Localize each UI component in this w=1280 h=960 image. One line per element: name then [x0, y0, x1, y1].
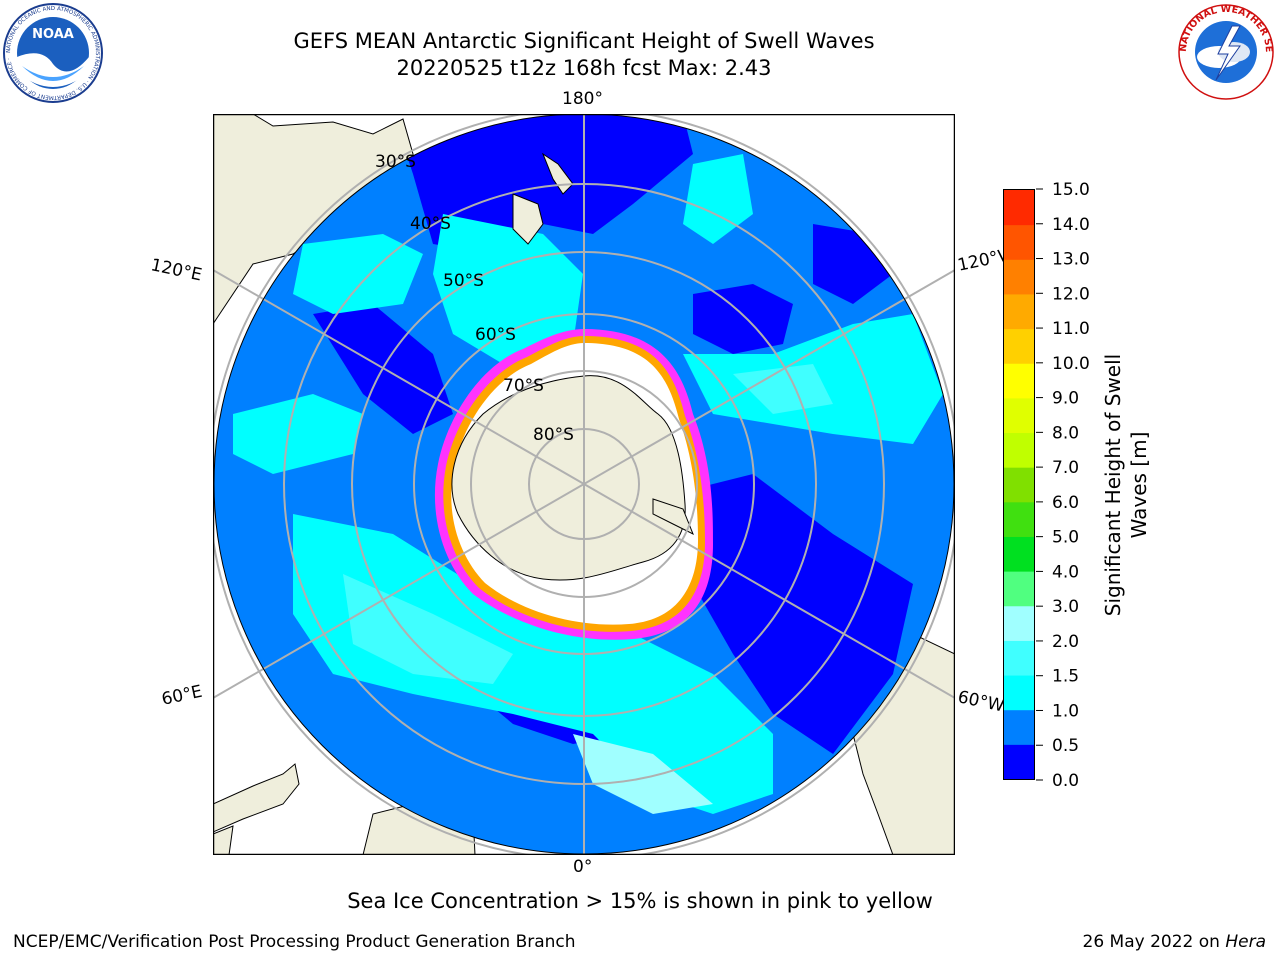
colorbar-ticks: 0.0 0.5 1.0 1.5 2.0 3.0 4.0 5.0 6.0 7.0 8.0 9.0 10.0…: [1036, 180, 1090, 791]
colorbar-segment: [1004, 190, 1034, 226]
lon-label-60w: 60°W: [955, 687, 1007, 717]
swell-1m-region: [433, 214, 583, 364]
colorbar-tick-label: 13.0: [1052, 250, 1090, 270]
colorbar-segment: [1004, 397, 1034, 434]
colorbar: [1003, 189, 1035, 780]
colorbar-tick-label: 5.0: [1052, 528, 1079, 548]
low-swell-region: [673, 474, 913, 754]
colorbar-tick-label: 0.5: [1052, 736, 1079, 756]
lon-label-0: 0°: [573, 857, 593, 877]
colorbar-tick-label: 3.0: [1052, 597, 1079, 617]
colorbar-segment: [1004, 467, 1034, 503]
colorbar-segment: [1004, 605, 1034, 641]
colorbar-tick-label: 15.0: [1052, 180, 1090, 200]
colorbar-segment: [1004, 744, 1034, 779]
meridian-60e-120w: [213, 269, 955, 699]
colorbar-tick-label: 8.0: [1052, 423, 1079, 443]
sea-ice-note: Sea Ice Concentration > 15% is shown in …: [347, 889, 933, 913]
swell-1m-region: [233, 394, 363, 474]
colorbar-label-line2: Waves [m]: [1127, 431, 1151, 539]
colorbar-segment: [1004, 259, 1034, 295]
colorbar-segment: [1004, 501, 1034, 537]
colorbar-tick-label: 1.0: [1052, 701, 1079, 721]
swell-1m-region: [683, 154, 753, 244]
lon-label-60e: 60°E: [159, 681, 205, 710]
swell-1m-region: [293, 234, 423, 314]
map-frame: [213, 114, 955, 855]
lat-label-40s: 40°S: [410, 214, 451, 234]
swell-1-5m-region: [343, 574, 513, 684]
lat-label-70s: 70°S: [503, 376, 544, 396]
colorbar-segment: [1004, 293, 1034, 330]
colorbar-tick-label: 12.0: [1052, 284, 1090, 304]
colorbar-segment: [1004, 432, 1034, 468]
footer-date-text: 26 May 2022 on: [1082, 932, 1226, 952]
colorbar-segment: [1004, 363, 1034, 399]
footer-host: Hera: [1225, 932, 1266, 952]
colorbar-label: Significant Height of Swell Waves [m]: [1100, 315, 1160, 655]
colorbar-segment: [1004, 675, 1034, 711]
antarctic-peninsula: [652, 498, 694, 536]
colorbar-tick-label: 14.0: [1052, 215, 1090, 235]
colorbar-segment: [1004, 224, 1034, 260]
footer-date: 26 May 2022 on Hera: [1083, 932, 1267, 952]
madagascar-land: [213, 825, 234, 855]
colorbar-tick-label: 6.0: [1052, 493, 1079, 513]
polar-map: 30°S 40°S 50°S 60°S 70°S 80°S: [213, 114, 955, 855]
swell-1m-region: [293, 514, 773, 814]
swell-2m-region: [573, 734, 713, 814]
colorbar-tick-label: 2.0: [1052, 632, 1079, 652]
new-zealand-south: [512, 193, 544, 245]
colorbar-tick-label: 7.0: [1052, 458, 1079, 478]
footer-branch: NCEP/EMC/Verification Post Processing Pr…: [13, 932, 576, 952]
colorbar-label-line1: Significant Height of Swell: [1101, 353, 1125, 617]
lat-label-50s: 50°S: [443, 271, 484, 291]
low-swell-region: [693, 284, 793, 354]
lat-label-30s: 30°S: [375, 152, 416, 172]
colorbar-tick-label: 0.0: [1052, 771, 1079, 791]
lon-label-180: 180°: [562, 89, 603, 109]
forecast-info: 20220525 t12z 168h fcst Max: 2.43: [396, 56, 772, 80]
colorbar-tick-label: 11.0: [1052, 319, 1090, 339]
colorbar-tick-label: 1.5: [1052, 667, 1079, 687]
lon-label-120e: 120°E: [148, 255, 204, 286]
swell-1-5m-region: [733, 364, 833, 414]
colorbar-tick-label: 10.0: [1052, 354, 1090, 374]
colorbar-segment: [1004, 536, 1034, 572]
colorbar-segment: [1004, 571, 1034, 607]
colorbar-tick-label: 4.0: [1052, 562, 1079, 582]
colorbar-segment: [1004, 709, 1034, 745]
colorbar-tick-label: 9.0: [1052, 389, 1079, 409]
lat-label-80s: 80°S: [533, 425, 574, 445]
noaa-logo-text: NOAA: [32, 27, 74, 42]
nws-logo: NATIONAL WEATHER SERVICE: [1174, 2, 1274, 100]
africa-land: [213, 763, 300, 833]
colorbar-segment: [1004, 640, 1034, 676]
graticule: [213, 114, 955, 855]
colorbar-segment: [1004, 328, 1034, 364]
lat-label-60s: 60°S: [475, 325, 516, 345]
noaa-logo: NOAA NATIONAL OCEANIC AND ATMOSPHERIC AD…: [3, 3, 103, 103]
chart-title: GEFS MEAN Antarctic Significant Height o…: [293, 29, 875, 53]
